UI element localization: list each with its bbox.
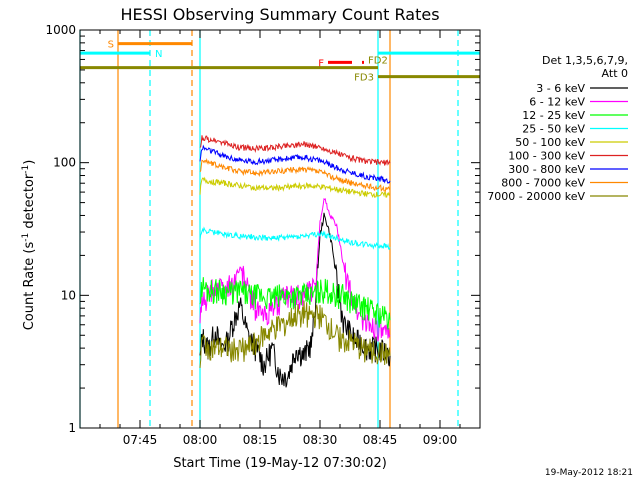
legend-header-line2: Att 0 xyxy=(602,67,628,80)
legend-label-7: 800 - 7000 keV xyxy=(501,177,585,190)
y-tick-label-2: 100 xyxy=(53,156,76,170)
legend-label-5: 100 - 300 keV xyxy=(508,150,585,163)
y-axis-label-sup1: -1 xyxy=(21,233,31,242)
series-line-800-7000-kev xyxy=(199,158,391,193)
y-tick-label-3: 1000 xyxy=(45,23,76,37)
x-tick-label-3: 08:30 xyxy=(303,433,338,447)
y-tick-label-0: 1 xyxy=(68,421,76,435)
flag-label-fd3-5: FD3 xyxy=(354,73,374,84)
flag-label-n-1: N xyxy=(155,49,162,60)
series-line-300-800-kev xyxy=(199,144,391,184)
y-axis-label: Count Rate (s-1 detector-1) xyxy=(21,160,37,331)
y-axis-label-end: ) xyxy=(22,160,37,165)
legend-label-3: 25 - 50 keV xyxy=(522,123,585,136)
series-group xyxy=(199,135,391,388)
series-line-12-25-kev xyxy=(199,277,391,330)
series-line-100-300-kev xyxy=(199,135,391,166)
legend-header-line1: Det 1,3,5,6,7,9, xyxy=(542,54,628,67)
legend-label-2: 12 - 25 keV xyxy=(522,109,585,122)
chart-title: HESSI Observing Summary Count Rates xyxy=(120,5,439,24)
legend-label-4: 50 - 100 keV xyxy=(515,136,585,149)
series-line-7000-20000-kev xyxy=(199,300,391,368)
x-axis-label: Start Time (19-May-12 07:30:02) xyxy=(173,456,387,471)
legend-label-6: 300 - 800 keV xyxy=(508,163,585,176)
series-line-25-50-kev xyxy=(199,226,391,250)
plot-area: S N F FD2 FD3 07:45 08:00 08:15 08:30 08:45 09:00 1… xyxy=(45,23,481,447)
x-tick-label-0: 07:45 xyxy=(123,433,158,447)
legend-label-8: 7000 - 20000 keV xyxy=(487,190,585,203)
y-axis-label-sup2: -1 xyxy=(21,165,31,174)
x-tick-label-4: 08:45 xyxy=(363,433,398,447)
series-line-50-100-kev xyxy=(199,176,391,198)
flag-label-f-3: F xyxy=(318,58,324,69)
legend-label-0: 3 - 6 keV xyxy=(536,82,585,95)
x-tick-label-5: 09:00 xyxy=(423,433,458,447)
y-axis-label-main: Count Rate (s xyxy=(22,242,37,331)
y-axis-label-mid: detector xyxy=(22,173,37,233)
flag-label-s-0: S xyxy=(108,40,114,51)
x-tick-label-2: 08:15 xyxy=(243,433,278,447)
x-tick-label-1: 08:00 xyxy=(183,433,218,447)
y-tick-label-1: 10 xyxy=(61,288,76,302)
flag-label-fd2-4: FD2 xyxy=(368,56,388,67)
legend-label-1: 6 - 12 keV xyxy=(529,96,585,109)
footer-date: 19-May-2012 18:21 xyxy=(545,468,633,478)
plot-frame xyxy=(79,29,481,429)
